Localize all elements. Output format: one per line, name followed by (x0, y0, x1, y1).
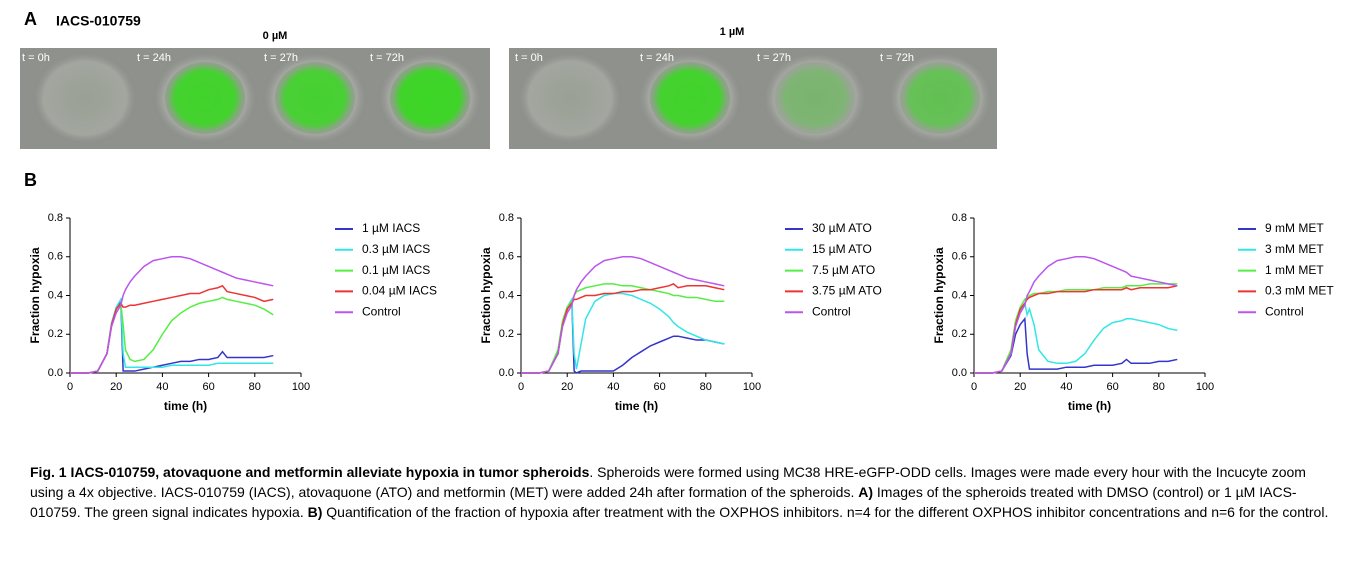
series-line (974, 283, 1178, 374)
series-line (70, 296, 274, 374)
hypoxia-signal (900, 62, 980, 134)
x-tick-label: 0 (971, 381, 977, 393)
hypoxia-signal (650, 62, 730, 134)
y-tick-label: 0.2 (952, 328, 967, 340)
frame-label: t = 24h (640, 52, 674, 64)
caption: Fig. 1 IACS-010759, atovaquone and metfo… (30, 462, 1340, 522)
x-tick-label: 60 (653, 381, 665, 393)
spheroid (518, 52, 622, 144)
y-axis-label: Fraction hypoxia (479, 247, 493, 343)
x-axis-label: time (h) (164, 399, 207, 413)
y-axis-label: Fraction hypoxia (28, 247, 42, 343)
x-tick-label: 60 (202, 381, 214, 393)
y-tick-label: 0.4 (48, 289, 63, 301)
series-line (521, 298, 725, 374)
frame-label: t = 0h (515, 52, 543, 64)
x-tick-label: 40 (1060, 381, 1072, 393)
legend-label: Control (1265, 304, 1304, 318)
series-line (70, 298, 274, 374)
x-tick-label: 100 (292, 381, 310, 393)
legend-label: 1 mM MET (1265, 263, 1324, 277)
caption-text: . Spheroids were formed using MC38 HRE-e… (30, 464, 1306, 500)
panel-label: A (24, 9, 37, 29)
legend-label: 9 mM MET (1265, 221, 1324, 235)
x-tick-label: 40 (607, 381, 619, 393)
frame-label: t = 24h (137, 52, 171, 64)
hypoxia-signal (775, 62, 855, 134)
hypoxia-signal (390, 62, 470, 134)
x-axis-label: time (h) (615, 399, 658, 413)
x-tick-label: 0 (67, 381, 73, 393)
legend-label: 0.3 mM MET (1265, 284, 1334, 298)
legend-label: 1 µM IACS (362, 221, 420, 235)
series-line (70, 256, 274, 374)
x-tick-label: 80 (1153, 381, 1165, 393)
legend-label: 15 µM ATO (812, 242, 872, 256)
x-tick-label: 0 (518, 381, 524, 393)
frame-label: t = 72h (880, 52, 914, 64)
series-line (521, 256, 725, 374)
series-line (70, 296, 274, 374)
x-tick-label: 80 (700, 381, 712, 393)
legend-label: 30 µM ATO (812, 221, 872, 235)
legend-label: 3 mM MET (1265, 242, 1324, 256)
x-tick-label: 20 (561, 381, 573, 393)
x-tick-label: 60 (1106, 381, 1118, 393)
hypoxia-signal (275, 62, 355, 134)
series-line (521, 292, 725, 374)
frame-label: t = 27h (264, 52, 298, 64)
legend-label: Control (362, 304, 401, 318)
caption-title: Fig. 1 IACS-010759, atovaquone and metfo… (30, 464, 590, 480)
x-tick-label: 80 (249, 381, 261, 393)
y-tick-label: 0.4 (499, 289, 514, 301)
frame-label: t = 0h (22, 52, 50, 64)
y-tick-label: 0.8 (48, 212, 63, 224)
panel-title: IACS-010759 (56, 13, 141, 29)
legend-label: 0.3 µM IACS (362, 242, 430, 256)
caption-label: B) (307, 504, 323, 520)
legend-label: 3.75 µM ATO (812, 284, 882, 298)
y-tick-label: 0.4 (952, 289, 967, 301)
frame-label: t = 72h (370, 52, 404, 64)
series-line (974, 301, 1178, 374)
y-tick-label: 0.2 (499, 328, 514, 340)
y-tick-label: 0.2 (48, 328, 63, 340)
legend-label: 0.1 µM IACS (362, 263, 430, 277)
y-tick-label: 0.8 (499, 212, 514, 224)
y-tick-label: 0.0 (952, 367, 967, 379)
y-tick-label: 0.0 (499, 367, 514, 379)
caption-text: Images of the spheroids treated with DMS… (30, 484, 1297, 520)
series-line (974, 256, 1178, 374)
frame-label: t = 27h (757, 52, 791, 64)
hypoxia-signal (165, 62, 245, 134)
x-tick-label: 100 (743, 381, 761, 393)
y-axis-label: Fraction hypoxia (932, 247, 946, 343)
series-line (521, 283, 725, 374)
legend-label: 0.04 µM IACS (362, 284, 437, 298)
figure: A IACS-010759 B 0 µM t = 0h t = 24h t = 27h… (20, 9, 1334, 413)
legend-label: 7.5 µM ATO (812, 263, 875, 277)
x-tick-label: 20 (1014, 381, 1026, 393)
y-tick-label: 0.8 (952, 212, 967, 224)
legend-label: Control (812, 304, 851, 318)
y-tick-label: 0.6 (48, 251, 63, 263)
spheroid (33, 52, 137, 144)
x-tick-label: 20 (110, 381, 122, 393)
series-line (70, 284, 274, 374)
x-tick-label: 100 (1196, 381, 1214, 393)
y-tick-label: 0.6 (499, 251, 514, 263)
y-tick-label: 0.0 (48, 367, 63, 379)
y-tick-label: 0.6 (952, 251, 967, 263)
group-label: 0 µM (263, 30, 288, 42)
caption-text: Quantification of the fraction of hypoxi… (326, 504, 1329, 520)
group-label: 1 µM (720, 26, 745, 38)
panel-label: B (24, 170, 37, 190)
series-line (974, 316, 1178, 374)
x-axis-label: time (h) (1068, 399, 1111, 413)
x-tick-label: 40 (156, 381, 168, 393)
caption-label: A) (858, 484, 874, 500)
series-line (974, 285, 1178, 374)
